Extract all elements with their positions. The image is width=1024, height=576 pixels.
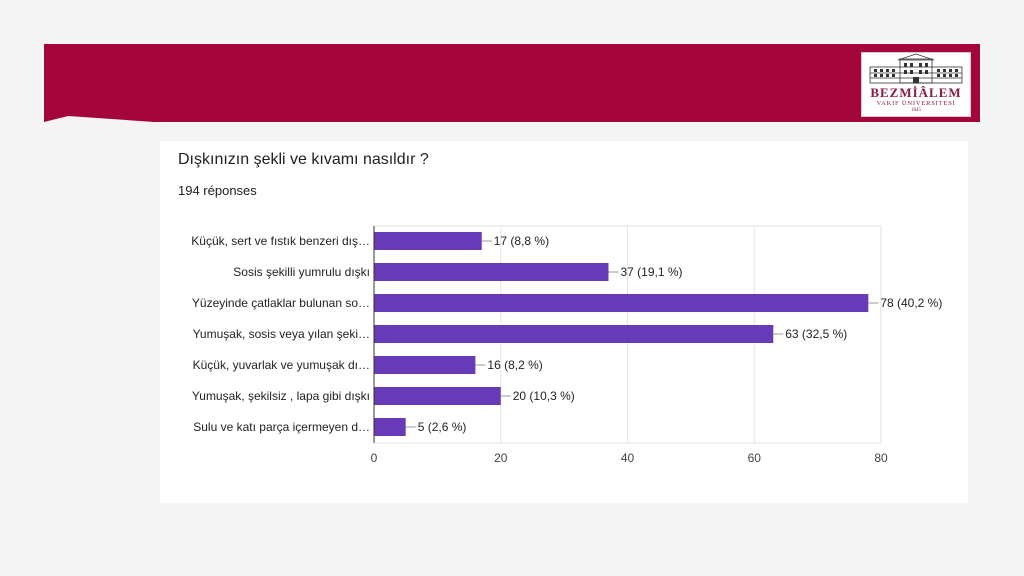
bar-4 <box>374 356 476 374</box>
bar-1 <box>374 263 609 281</box>
category-label-6: Sulu ve katı parça içermeyen d… <box>193 420 370 434</box>
category-label-5: Yumuşak, şekilsiz , lapa gibi dışkı <box>192 389 370 403</box>
building-icon <box>869 53 963 84</box>
x-tick-label-0: 0 <box>371 451 378 465</box>
question-title: Dışkınızın şekli ve kıvamı nasıldır ? <box>178 151 429 168</box>
category-label-2: Yüzeyinde çatlaklar bulunan so… <box>192 296 370 310</box>
data-label-0: 17 (8,8 %) <box>494 234 549 248</box>
category-label-4: Küçük, yuvarlak ve yumuşak dı… <box>193 358 370 372</box>
bar-5 <box>374 387 501 405</box>
data-label-3: 63 (32,5 %) <box>785 327 847 341</box>
data-label-5: 20 (10,3 %) <box>513 389 575 403</box>
bar-3 <box>374 325 774 343</box>
data-label-6: 5 (2,6 %) <box>418 420 467 434</box>
x-tick-label-1: 20 <box>494 451 508 465</box>
category-label-3: Yumuşak, sosis veya yılan şeki… <box>193 327 370 341</box>
bar-6 <box>374 418 406 436</box>
category-label-0: Küçük, sert ve fıstık benzeri dış… <box>191 234 370 248</box>
x-tick-label-3: 60 <box>748 451 762 465</box>
header-banner <box>44 44 980 122</box>
banner-notch <box>44 116 154 122</box>
logo-subtitle: VAKIF ÜNİVERSİTESİ <box>876 100 956 107</box>
logo-year: 1845 <box>911 108 921 113</box>
logo-name: BEZMİÂLEM <box>870 85 962 100</box>
university-logo: BEZMİÂLEM VAKIF ÜNİVERSİTESİ 1845 <box>861 52 971 117</box>
bar-2 <box>374 294 869 312</box>
data-label-4: 16 (8,2 %) <box>487 358 542 372</box>
data-label-1: 37 (19,1 %) <box>620 265 682 279</box>
category-label-1: Sosis şekilli yumrulu dışkı <box>233 265 370 279</box>
data-label-2: 78 (40,2 %) <box>880 296 942 310</box>
x-tick-label-2: 40 <box>621 451 635 465</box>
x-tick-label-4: 80 <box>874 451 888 465</box>
bar-0 <box>374 232 482 250</box>
response-count: 194 réponses <box>178 183 257 198</box>
